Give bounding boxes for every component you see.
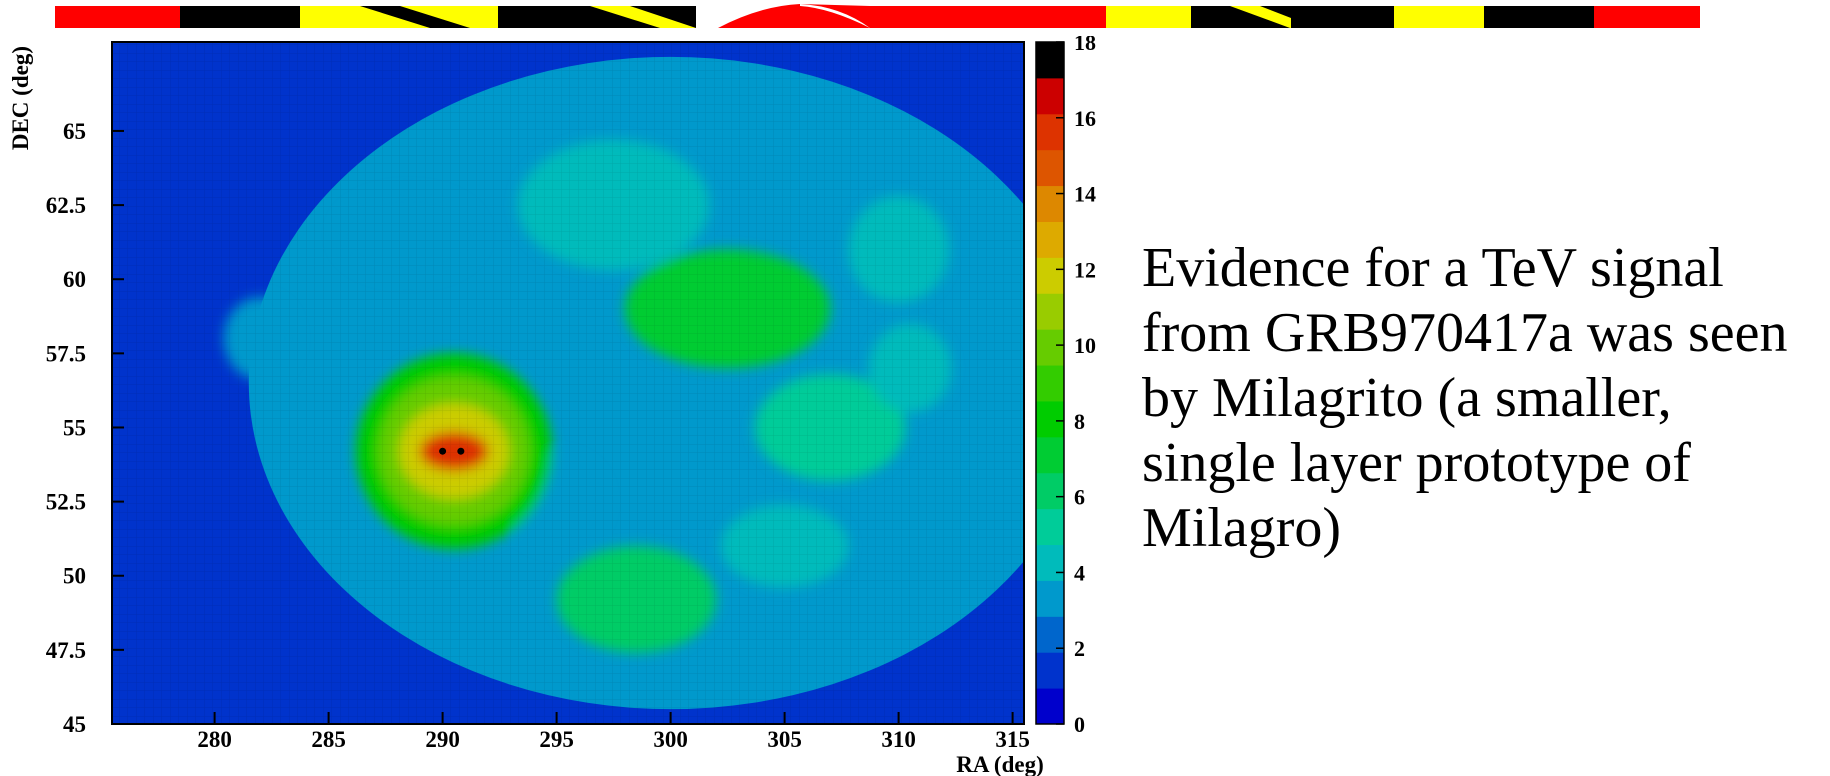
colorbar-band	[1036, 365, 1064, 402]
banner-segment	[1291, 6, 1394, 28]
x-tick-label: 315	[995, 727, 1030, 752]
skymap-chart: 280 285 290 295 300 305 310 315 4547.55052.5555…	[8, 36, 1096, 776]
banner-segment	[1106, 6, 1191, 28]
colorbar-tick-label: 4	[1074, 560, 1085, 585]
x-tick-label: 285	[311, 727, 346, 752]
caption-text: Evidence for a TeV signal from GRB970417…	[1142, 236, 1830, 561]
y-axis-title: DEC (deg)	[8, 46, 33, 150]
banner-stripe	[360, 6, 470, 28]
colorbar-tick-label: 16	[1074, 106, 1096, 131]
y-tick-label: 55	[63, 415, 86, 440]
banner-segment	[1594, 6, 1700, 28]
colorbar-band	[1036, 257, 1064, 294]
banner-stripe	[1230, 6, 1291, 28]
colorbar-band	[1036, 400, 1064, 438]
x-tick-label: 310	[881, 727, 916, 752]
y-tick-label: 50	[63, 564, 86, 589]
y-tick-label: 60	[63, 267, 86, 292]
x-tick-label: 280	[197, 727, 232, 752]
plot-area	[112, 42, 1024, 724]
colorbar-band	[1036, 436, 1064, 474]
colorbar-tick-label: 6	[1074, 485, 1085, 510]
y-axis: 45 47.5 50 52.5 55 57.5 60 62.5 65	[46, 119, 124, 737]
x-tick-label: 295	[539, 727, 574, 752]
colorbar-band	[1036, 185, 1064, 222]
colorbar-band	[1036, 113, 1064, 151]
colorbar: 0 2 4 6 8 10 12 14 16 18	[1035, 36, 1096, 737]
colorbar-band	[1036, 149, 1064, 187]
colorbar-tick-label: 18	[1074, 36, 1096, 55]
banner-segment	[1394, 6, 1484, 28]
colorbar-band	[1036, 544, 1064, 581]
colorbar-band	[1036, 688, 1064, 725]
banner-arc	[800, 4, 1106, 28]
colorbar-band	[1036, 77, 1064, 115]
caption-line: single layer prototype of	[1142, 432, 1691, 494]
banner-segment	[180, 6, 300, 28]
colorbar-band	[1036, 42, 1064, 79]
colorbar-band	[1036, 580, 1064, 617]
x-tick-label: 300	[653, 727, 688, 752]
colorbar-tick-label: 0	[1074, 712, 1085, 737]
title-banner	[55, 4, 1700, 28]
colorbar-tick-label: 10	[1074, 333, 1096, 358]
banner-stripe	[590, 6, 696, 28]
colorbar-tick-label: 8	[1074, 409, 1085, 434]
x-tick-label: 305	[767, 727, 802, 752]
colorbar-frame	[1035, 41, 1065, 725]
x-axis-title: RA (deg)	[956, 752, 1044, 776]
colorbar-tick-label: 14	[1074, 182, 1096, 207]
banner-arc	[718, 4, 870, 28]
plot-frame	[111, 41, 1025, 725]
caption-line: Milagro)	[1142, 497, 1342, 559]
banner-segment	[55, 6, 180, 28]
y-tick-label: 45	[63, 712, 86, 737]
y-tick-label: 57.5	[46, 341, 86, 366]
y-tick-label: 62.5	[46, 193, 86, 218]
pixel-grid	[112, 42, 1024, 724]
colorbar-band	[1036, 652, 1064, 689]
x-tick-label: 290	[425, 727, 460, 752]
caption-line: Evidence for a TeV signal	[1142, 237, 1724, 299]
y-tick-label: 65	[63, 119, 86, 144]
x-axis: 280 285 290 295 300 305 310 315	[197, 712, 1030, 752]
colorbar-band	[1036, 221, 1064, 258]
colorbar-tick-label: 12	[1074, 257, 1096, 282]
caption-line: by Milagrito (a smaller,	[1142, 367, 1672, 429]
colorbar-band	[1036, 329, 1064, 366]
colorbar-band	[1036, 616, 1064, 653]
caption-line: from GRB970417a was seen	[1142, 302, 1788, 364]
y-tick-label: 52.5	[46, 490, 86, 515]
colorbar-band	[1036, 472, 1064, 510]
colorbar-band	[1036, 293, 1064, 330]
colorbar-tick-label: 2	[1074, 636, 1085, 661]
y-tick-label: 47.5	[46, 638, 86, 663]
colorbar-band	[1036, 508, 1064, 546]
banner-segment	[1484, 6, 1594, 28]
